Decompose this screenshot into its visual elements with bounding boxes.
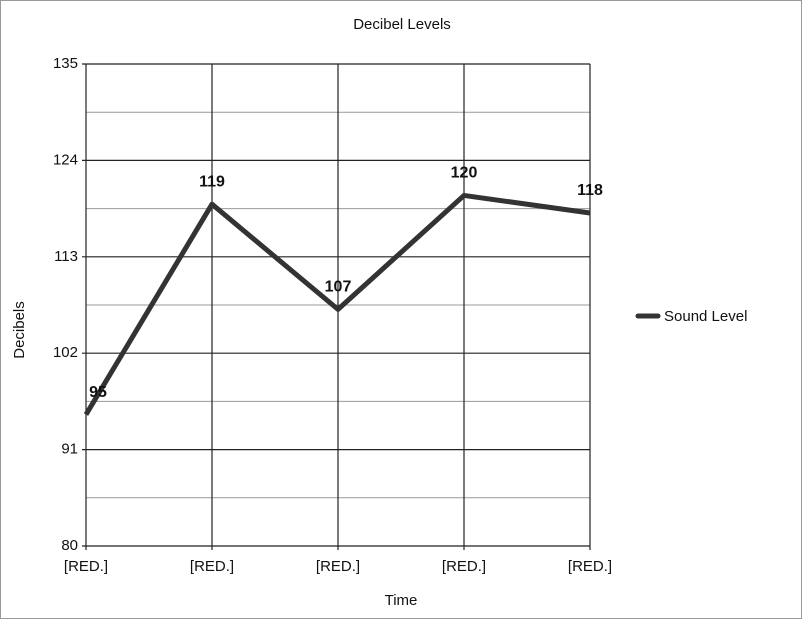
y-tick-label: 80 xyxy=(61,537,78,554)
y-tick-label: 91 xyxy=(61,441,78,458)
data-label: 120 xyxy=(451,165,478,182)
x-tick-label: [RED.] xyxy=(64,558,108,575)
y-tick-label: 102 xyxy=(53,344,78,361)
data-label: 107 xyxy=(325,279,352,296)
data-label: 95 xyxy=(89,384,107,401)
y-tick-label: 135 xyxy=(53,55,78,72)
x-tick-label: [RED.] xyxy=(316,558,360,575)
x-tick-label: [RED.] xyxy=(568,558,612,575)
legend-label: Sound Level xyxy=(664,308,747,325)
x-tick-label: [RED.] xyxy=(442,558,486,575)
series-line xyxy=(83,192,591,416)
y-axis-label: Decibels xyxy=(11,301,28,359)
x-tick-label: [RED.] xyxy=(190,558,234,575)
data-label: 119 xyxy=(199,173,225,190)
x-axis-label: Time xyxy=(385,592,418,609)
chart-title: Decibel Levels xyxy=(353,16,451,33)
data-label: 118 xyxy=(577,182,603,199)
y-tick-label: 124 xyxy=(53,151,78,168)
y-tick-label: 113 xyxy=(54,248,78,265)
